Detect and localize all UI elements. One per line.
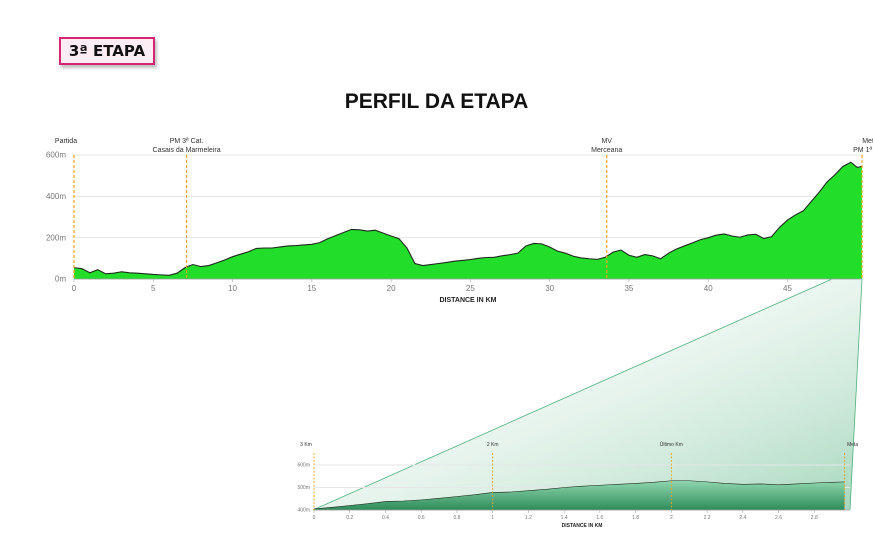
elevation-area (74, 162, 862, 279)
marker-label: Merceana (591, 147, 622, 154)
marker-label: 2 Km (487, 442, 499, 448)
x-tick-label: 2.6 (775, 515, 782, 521)
y-tick-label: 400m (46, 192, 66, 201)
x-tick-label: 0.4 (382, 515, 389, 521)
x-axis-title: DISTANCE IN KM (562, 523, 603, 529)
x-tick-label: 45 (783, 284, 792, 293)
x-tick-label: 25 (466, 284, 475, 293)
x-tick-label: 15 (307, 284, 316, 293)
x-tick-label: 10 (228, 284, 237, 293)
x-tick-label: 0.6 (418, 515, 425, 521)
zoom-connector-edge (312, 278, 833, 511)
y-tick-label: 200m (46, 233, 66, 242)
marker-label: MV (601, 138, 612, 145)
x-tick-label: 1.2 (525, 515, 532, 521)
marker-label: Meta (847, 442, 858, 448)
elevation-line (73, 161, 863, 276)
zoom-connector-edge (849, 278, 863, 511)
x-tick-label: 0 (313, 515, 316, 521)
y-tick-label: 600m (46, 151, 66, 160)
marker-label: Meta (862, 138, 873, 145)
elevation-area (314, 480, 845, 510)
y-tick-label: 500m (297, 485, 310, 491)
page-title: PERFIL DA ETAPA (344, 90, 529, 113)
chart-1: 400m 500m 600m 0 0.2 0.4 0.6 0.8 1 1.2 1.4 1.6 1.8 2 2… (297, 441, 858, 529)
x-tick-label: 2 (670, 515, 673, 521)
x-tick-label: 1 (491, 515, 494, 521)
x-tick-label: 2.8 (811, 515, 818, 521)
marker-label: 3 Km (300, 442, 312, 448)
x-tick-label: 35 (624, 284, 633, 293)
elevation-line (313, 480, 845, 510)
x-tick-label: 0.8 (453, 515, 460, 521)
y-tick-label: 0m (55, 275, 66, 284)
stage-badge: 3ª ETAPA (59, 37, 155, 65)
y-tick-label: 400m (297, 508, 310, 514)
x-tick-label: 30 (545, 284, 554, 293)
x-tick-label: 1.6 (596, 515, 603, 521)
marker-label: Casais da Marmeleira (153, 147, 221, 154)
x-tick-label: 40 (704, 284, 713, 293)
marker-label: Partida (55, 138, 77, 145)
x-tick-label: 1.4 (561, 515, 568, 521)
chart-0: 0m 200m 400m 600m 0 5 10 15 20 25 30 35 40 45 DISTANCE… (46, 138, 873, 304)
x-tick-label: 2.4 (739, 515, 746, 521)
x-tick-label: 0.2 (346, 515, 353, 521)
x-tick-label: 0 (72, 284, 77, 293)
marker-label: PM 1ª Cat. (853, 147, 873, 154)
x-tick-label: 1.8 (632, 515, 639, 521)
marker-label: Último Km (660, 441, 683, 448)
zoom-connector (313, 279, 862, 510)
x-tick-label: 2.2 (704, 515, 711, 521)
y-tick-label: 600m (297, 463, 310, 469)
marker-label: PM 3ª Cat. (170, 138, 204, 145)
x-tick-label: 20 (387, 284, 396, 293)
x-axis-title: DISTANCE IN KM (439, 297, 496, 304)
x-tick-label: 5 (151, 284, 156, 293)
